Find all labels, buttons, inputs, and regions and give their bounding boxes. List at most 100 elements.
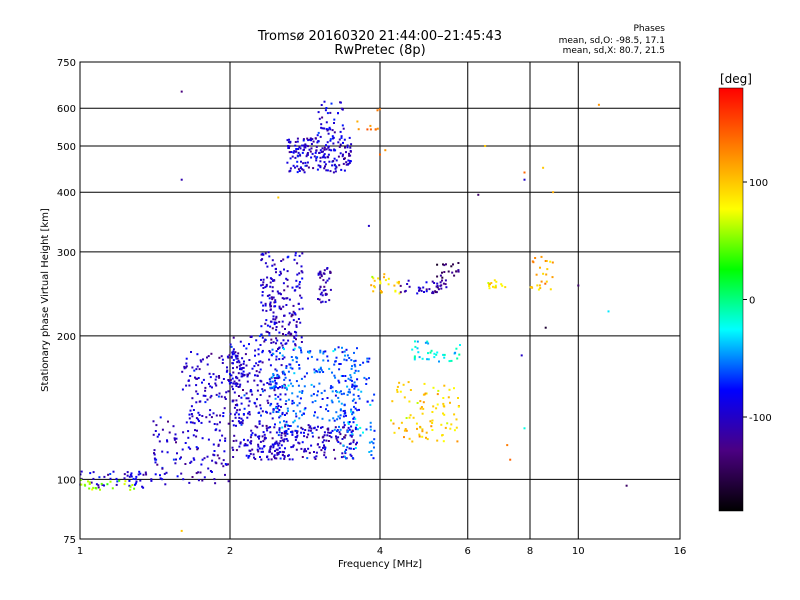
data-point: [253, 401, 256, 404]
data-point: [285, 342, 288, 345]
data-point: [271, 290, 274, 293]
data-point: [269, 404, 272, 407]
data-point: [80, 478, 83, 481]
data-point: [349, 160, 352, 163]
data-point: [220, 462, 223, 465]
data-point: [326, 267, 329, 270]
data-point: [278, 428, 281, 431]
data-point: [281, 325, 284, 328]
data-point: [442, 397, 445, 399]
data-point: [298, 417, 301, 420]
data-point: [344, 452, 347, 455]
data-point: [325, 293, 328, 296]
data-point: [299, 166, 302, 169]
data-point: [295, 436, 298, 439]
data-point: [436, 439, 439, 442]
data-point: [366, 128, 369, 131]
data-point: [242, 413, 245, 415]
data-point: [287, 370, 290, 373]
data-point: [354, 359, 357, 362]
data-point: [317, 298, 319, 300]
data-point: [282, 384, 285, 387]
data-point: [207, 355, 210, 358]
data-point: [319, 166, 322, 169]
data-point: [308, 138, 311, 141]
data-point: [298, 283, 301, 286]
data-point: [294, 438, 297, 441]
data-point: [291, 392, 294, 395]
data-point: [278, 409, 281, 411]
data-point: [275, 337, 278, 340]
data-point: [442, 353, 445, 356]
data-point: [310, 139, 312, 142]
data-point: [298, 442, 301, 445]
data-point: [317, 436, 320, 439]
data-point: [442, 402, 445, 405]
data-point: [523, 427, 526, 430]
data-point: [387, 283, 390, 286]
data-point: [442, 440, 445, 443]
data-point: [339, 408, 342, 411]
data-point: [370, 450, 373, 453]
data-point: [243, 444, 246, 447]
data-point: [276, 290, 279, 293]
data-point: [293, 335, 296, 338]
data-point: [260, 253, 263, 256]
data-point: [261, 410, 264, 413]
data-point: [298, 346, 301, 349]
data-point: [204, 386, 207, 389]
data-point: [209, 385, 212, 388]
data-point: [183, 367, 186, 370]
data-point: [261, 351, 264, 354]
data-point: [167, 420, 169, 423]
data-point: [264, 304, 267, 307]
data-point: [215, 393, 218, 396]
data-point: [309, 425, 312, 428]
data-point: [323, 444, 325, 447]
data-point: [214, 482, 217, 485]
data-point: [270, 341, 273, 344]
data-point: [254, 458, 257, 460]
data-point: [271, 380, 274, 383]
data-point: [366, 360, 369, 363]
data-point: [159, 474, 161, 477]
data-point: [342, 415, 345, 418]
data-point: [288, 425, 291, 427]
data-point: [334, 394, 337, 397]
data-point: [426, 340, 429, 343]
data-point: [312, 167, 315, 170]
data-point: [337, 436, 340, 439]
data-point: [275, 355, 278, 358]
data-point: [318, 382, 321, 385]
data-point: [358, 397, 361, 400]
data-point: [345, 161, 348, 164]
data-point: [224, 439, 227, 442]
data-point: [195, 368, 198, 371]
data-point: [289, 157, 292, 160]
data-point: [331, 390, 334, 393]
data-point: [303, 375, 306, 378]
data-point: [457, 262, 460, 264]
data-point: [192, 434, 195, 437]
data-point: [607, 310, 610, 313]
data-point: [326, 141, 329, 144]
data-point: [336, 418, 339, 421]
data-point: [544, 326, 547, 329]
data-point: [357, 388, 360, 391]
data-point: [327, 146, 330, 149]
data-point: [348, 152, 350, 155]
data-point: [488, 287, 491, 290]
data-point: [450, 359, 453, 362]
data-point: [297, 168, 300, 171]
data-point: [335, 435, 337, 438]
data-point: [227, 422, 230, 425]
data-point: [310, 147, 313, 150]
data-point: [319, 366, 322, 369]
data-point: [277, 375, 280, 378]
data-point: [277, 444, 280, 447]
data-point: [324, 156, 327, 159]
data-point: [296, 285, 299, 288]
data-point: [161, 450, 164, 453]
data-point: [269, 412, 272, 415]
data-point: [165, 471, 168, 474]
